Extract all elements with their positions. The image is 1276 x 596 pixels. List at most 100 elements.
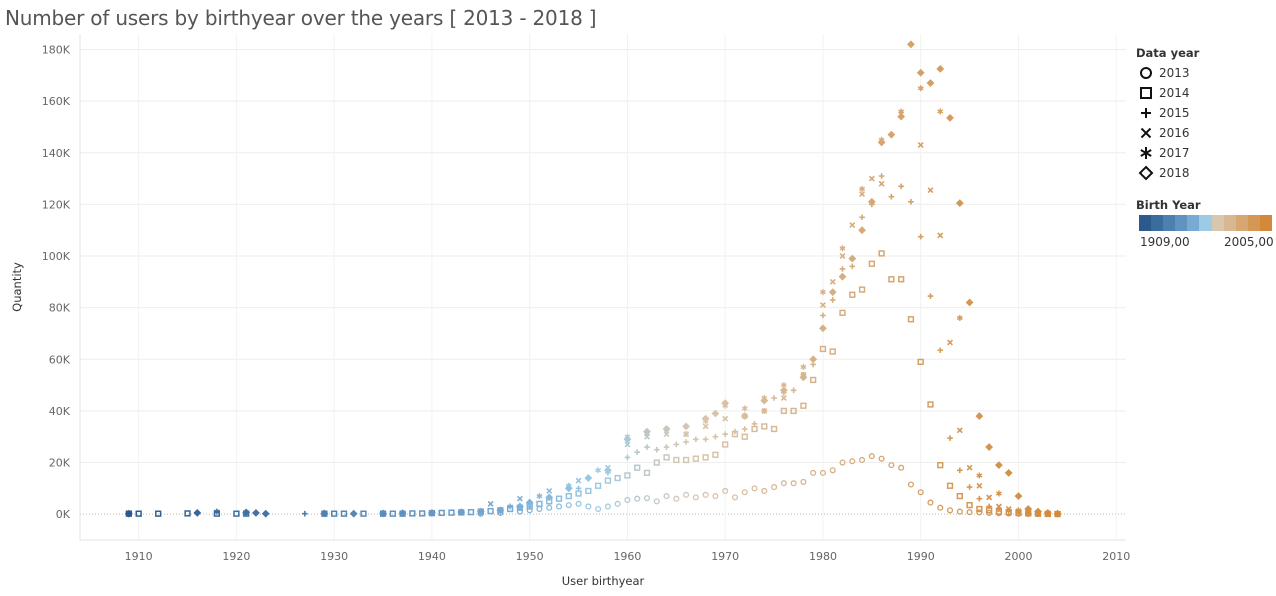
series-2013 — [477, 453, 1061, 518]
legend-item-2018[interactable]: 2018 — [1136, 163, 1274, 183]
data-point-2013 — [966, 509, 973, 516]
data-point-2018 — [564, 484, 573, 493]
data-point-2015 — [927, 293, 934, 299]
data-point-2018 — [916, 68, 925, 77]
legend-item-2013[interactable]: 2013 — [1136, 63, 1274, 83]
data-point-2013 — [741, 489, 748, 496]
data-point-2014 — [624, 472, 631, 479]
data-point-2018 — [760, 396, 769, 405]
data-point-2017 — [213, 508, 220, 515]
data-point-2018 — [623, 435, 632, 444]
data-point-2016 — [868, 175, 875, 182]
data-point-2018 — [476, 507, 485, 516]
data-point-2016 — [575, 477, 582, 484]
data-point-2018 — [701, 414, 710, 423]
data-point-2014 — [604, 477, 612, 484]
data-point-2014 — [467, 508, 475, 516]
data-point-2016 — [986, 494, 993, 501]
data-point-2016 — [516, 495, 523, 502]
square-icon — [1140, 87, 1152, 99]
data-point-2014 — [790, 407, 797, 415]
data-point-2018 — [252, 508, 260, 517]
data-point-2013 — [790, 480, 797, 487]
color-swatch — [1211, 215, 1224, 231]
data-point-2018 — [819, 324, 827, 333]
data-point-2018 — [428, 508, 436, 517]
data-point-2018 — [1053, 509, 1062, 518]
legend-label: 2018 — [1159, 166, 1190, 180]
data-point-2016 — [1005, 506, 1012, 512]
grid — [80, 34, 1126, 540]
data-point-2016 — [829, 278, 836, 285]
data-point-2014 — [937, 461, 944, 469]
data-point-2016 — [995, 503, 1002, 510]
data-point-2015 — [673, 441, 680, 448]
legend-label: 2014 — [1159, 86, 1190, 100]
data-point-2018 — [897, 112, 906, 121]
data-point-2013 — [937, 504, 944, 511]
legend-item-2017[interactable]: 2017 — [1136, 143, 1274, 163]
data-point-2014 — [487, 507, 494, 515]
data-point-2013 — [868, 453, 875, 460]
data-point-2015 — [653, 446, 660, 453]
data-point-2013 — [614, 500, 621, 507]
data-point-2013 — [878, 455, 885, 462]
data-point-2013 — [663, 493, 670, 500]
legend-item-2015[interactable]: 2015 — [1136, 103, 1274, 123]
x-tick-label: 2000 — [1004, 550, 1032, 563]
data-point-2018 — [398, 509, 407, 518]
data-point-2013 — [810, 469, 817, 476]
data-point-2017 — [741, 405, 748, 412]
data-point-2015 — [702, 436, 709, 443]
data-point-2015 — [829, 297, 836, 303]
data-point-2014 — [712, 451, 719, 458]
data-point-2014 — [907, 316, 915, 323]
data-point-2013 — [653, 498, 660, 505]
data-point-2015 — [898, 183, 904, 190]
data-point-2014 — [673, 456, 680, 464]
legend-item-2014[interactable]: 2014 — [1136, 83, 1274, 103]
data-point-2014 — [829, 348, 836, 355]
data-point-2014 — [849, 291, 856, 298]
data-point-2015 — [751, 421, 758, 427]
data-point-2018 — [975, 412, 984, 420]
data-point-2013 — [780, 480, 787, 487]
x-tick-label: 1960 — [613, 550, 641, 563]
data-point-2015 — [937, 347, 944, 354]
data-point-2018 — [643, 427, 651, 436]
data-point-2014 — [888, 276, 895, 283]
y-tick-label: 80K — [49, 302, 71, 315]
data-point-2014 — [663, 454, 670, 461]
data-point-2013 — [702, 491, 709, 498]
color-legend-bar — [1139, 215, 1273, 231]
data-point-2017 — [595, 467, 602, 474]
data-point-2014 — [946, 482, 954, 489]
data-point-2017 — [839, 245, 846, 252]
data-point-2016 — [927, 187, 934, 194]
color-legend-max: 2005,00 — [1224, 235, 1274, 249]
data-point-2016 — [780, 395, 787, 401]
data-point-2014 — [839, 309, 846, 316]
y-tick-label: 180K — [42, 43, 71, 56]
data-point-2015 — [771, 395, 777, 401]
legend-label: 2017 — [1159, 146, 1190, 160]
chart-title: Number of users by birthyear over the ye… — [5, 6, 597, 30]
data-point-2014 — [233, 510, 240, 517]
series-2016 — [487, 111, 1051, 517]
data-point-2014 — [819, 345, 827, 353]
legend-label: 2013 — [1159, 66, 1190, 80]
legend-item-2016[interactable]: 2016 — [1136, 123, 1274, 143]
data-point-2018 — [545, 493, 554, 502]
data-point-2015 — [644, 444, 650, 450]
data-point-2013 — [829, 467, 836, 474]
data-point-2016 — [976, 482, 983, 489]
data-point-2014 — [594, 482, 602, 489]
data-point-2013 — [604, 503, 611, 510]
color-legend-min: 1909,00 — [1140, 235, 1190, 249]
data-point-2014 — [692, 455, 700, 462]
data-point-2014 — [741, 433, 748, 440]
data-point-2014 — [418, 510, 426, 517]
data-point-2018 — [955, 199, 964, 208]
data-point-2018 — [525, 498, 534, 507]
data-point-2016 — [839, 253, 846, 259]
